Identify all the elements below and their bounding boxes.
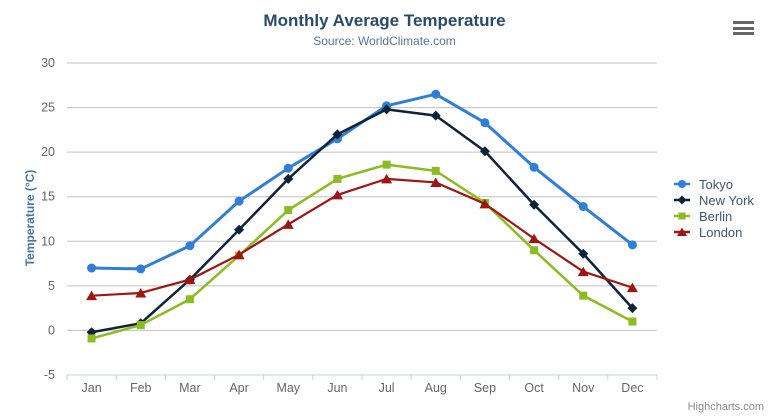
hamburger-bar bbox=[733, 32, 754, 35]
x-tick-label: Mar bbox=[179, 381, 201, 395]
legend-label: Berlin bbox=[699, 208, 733, 224]
y-tick-label: 0 bbox=[48, 323, 55, 337]
legend-item-new-york[interactable]: New York bbox=[674, 192, 754, 208]
hamburger-icon bbox=[733, 21, 754, 24]
x-tick-label: Jul bbox=[379, 381, 395, 395]
series-london[interactable] bbox=[86, 173, 638, 301]
data-point-london-oct[interactable] bbox=[528, 233, 540, 244]
data-point-new-york-may[interactable] bbox=[283, 173, 294, 184]
chart-title: Monthly Average Temperature bbox=[263, 11, 506, 30]
data-point-tokyo-aug[interactable] bbox=[431, 89, 441, 99]
data-point-tokyo-dec[interactable] bbox=[627, 240, 637, 250]
x-tick-label: Oct bbox=[524, 381, 544, 395]
data-point-new-york-aug[interactable] bbox=[430, 110, 441, 121]
series-tokyo[interactable] bbox=[87, 89, 637, 274]
x-tick-label: Dec bbox=[621, 381, 643, 395]
x-axis bbox=[66, 374, 658, 380]
data-point-berlin-nov[interactable] bbox=[579, 291, 588, 300]
london-legend-marker-icon bbox=[674, 227, 690, 236]
data-point-tokyo-oct[interactable] bbox=[529, 162, 539, 172]
data-point-london-jan[interactable] bbox=[86, 290, 98, 301]
y-tick-label: 30 bbox=[41, 56, 55, 70]
data-point-tokyo-nov[interactable] bbox=[578, 202, 588, 212]
berlin-legend-marker-icon bbox=[674, 212, 690, 220]
hamburger-bar bbox=[733, 26, 754, 30]
data-point-new-york-apr[interactable] bbox=[234, 224, 245, 235]
data-point-london-nov[interactable] bbox=[577, 266, 589, 277]
chart-subtitle: Source: WorldClimate.com bbox=[313, 34, 456, 48]
data-point-new-york-dec[interactable] bbox=[627, 303, 638, 314]
x-tick-label: Aug bbox=[425, 381, 447, 395]
data-point-london-feb[interactable] bbox=[135, 287, 147, 298]
new-york-legend-marker-icon bbox=[674, 195, 690, 205]
data-point-tokyo-jan[interactable] bbox=[87, 263, 97, 273]
legend: Tokyo New York Berlin London bbox=[674, 176, 754, 240]
data-point-berlin-jan[interactable] bbox=[87, 334, 96, 343]
legend-label: London bbox=[699, 224, 743, 240]
data-point-london-may[interactable] bbox=[282, 219, 294, 229]
data-point-london-jul[interactable] bbox=[381, 173, 393, 184]
y-tick-label: -5 bbox=[44, 368, 55, 382]
data-point-berlin-aug[interactable] bbox=[431, 166, 440, 175]
data-point-berlin-may[interactable] bbox=[284, 206, 293, 215]
y-tick-label: 20 bbox=[41, 145, 55, 159]
legend-item-london[interactable]: London bbox=[674, 224, 754, 240]
data-point-london-aug[interactable] bbox=[430, 177, 442, 187]
data-point-berlin-jul[interactable] bbox=[382, 160, 391, 169]
data-point-london-sep[interactable] bbox=[479, 198, 491, 209]
data-point-new-york-sep[interactable] bbox=[479, 146, 490, 157]
data-point-new-york-jul[interactable] bbox=[381, 104, 392, 115]
legend-label: New York bbox=[699, 192, 754, 208]
data-point-berlin-dec[interactable] bbox=[628, 317, 637, 326]
data-point-tokyo-mar[interactable] bbox=[185, 241, 195, 251]
x-tick-label: May bbox=[276, 381, 300, 395]
y-tick-label: 15 bbox=[41, 190, 55, 204]
y-tick-label: 5 bbox=[48, 279, 55, 293]
series-new-york[interactable] bbox=[86, 104, 638, 338]
series-berlin[interactable] bbox=[87, 160, 637, 343]
data-point-berlin-feb[interactable] bbox=[136, 321, 145, 330]
data-point-new-york-oct[interactable] bbox=[529, 199, 540, 210]
data-point-tokyo-feb[interactable] bbox=[136, 264, 146, 274]
legend-label: Tokyo bbox=[699, 176, 733, 192]
data-point-berlin-mar[interactable] bbox=[185, 295, 194, 304]
gridlines bbox=[67, 62, 657, 331]
x-tick-label: Feb bbox=[130, 381, 152, 395]
data-point-new-york-jun[interactable] bbox=[332, 129, 343, 140]
x-tick-label: Nov bbox=[572, 381, 595, 395]
export-menu-button[interactable] bbox=[733, 21, 754, 35]
x-tick-label: Jan bbox=[82, 381, 102, 395]
data-point-tokyo-may[interactable] bbox=[283, 163, 293, 173]
credits-link[interactable]: Highcharts.com bbox=[687, 401, 764, 413]
x-tick-label: Jun bbox=[327, 381, 347, 395]
y-tick-label: 10 bbox=[41, 234, 55, 248]
y-tick-label: 25 bbox=[41, 101, 55, 115]
y-axis-title: Temperature (°C) bbox=[23, 169, 37, 267]
data-point-london-apr[interactable] bbox=[233, 249, 245, 260]
x-tick-label: Apr bbox=[229, 381, 248, 395]
tokyo-legend-marker-icon bbox=[674, 180, 690, 188]
data-point-london-dec[interactable] bbox=[626, 282, 638, 293]
data-point-berlin-jun[interactable] bbox=[333, 174, 342, 183]
data-point-tokyo-sep[interactable] bbox=[480, 118, 490, 128]
x-tick-label: Sep bbox=[474, 381, 496, 395]
data-point-berlin-oct[interactable] bbox=[530, 246, 539, 255]
legend-item-berlin[interactable]: Berlin bbox=[674, 208, 754, 224]
data-point-london-mar[interactable] bbox=[184, 274, 196, 285]
data-point-new-york-nov[interactable] bbox=[578, 248, 589, 259]
data-point-london-jun[interactable] bbox=[331, 189, 343, 200]
data-point-tokyo-apr[interactable] bbox=[234, 196, 244, 206]
legend-item-tokyo[interactable]: Tokyo bbox=[674, 176, 754, 192]
